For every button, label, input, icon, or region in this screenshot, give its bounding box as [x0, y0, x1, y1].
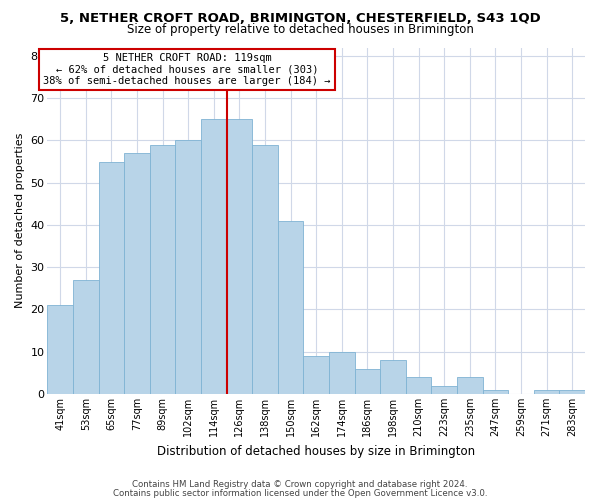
Bar: [355, 368, 380, 394]
Y-axis label: Number of detached properties: Number of detached properties: [15, 133, 25, 308]
Bar: [278, 221, 304, 394]
Bar: [431, 386, 457, 394]
Bar: [175, 140, 201, 394]
Bar: [304, 356, 329, 394]
Text: Size of property relative to detached houses in Brimington: Size of property relative to detached ho…: [127, 22, 473, 36]
Bar: [47, 306, 73, 394]
Bar: [380, 360, 406, 394]
Bar: [150, 144, 175, 394]
Bar: [559, 390, 585, 394]
Text: 5, NETHER CROFT ROAD, BRIMINGTON, CHESTERFIELD, S43 1QD: 5, NETHER CROFT ROAD, BRIMINGTON, CHESTE…: [59, 12, 541, 24]
Bar: [201, 120, 227, 394]
Bar: [482, 390, 508, 394]
Text: Contains HM Land Registry data © Crown copyright and database right 2024.: Contains HM Land Registry data © Crown c…: [132, 480, 468, 489]
X-axis label: Distribution of detached houses by size in Brimington: Distribution of detached houses by size …: [157, 444, 475, 458]
Bar: [329, 352, 355, 394]
Bar: [457, 377, 482, 394]
Text: Contains public sector information licensed under the Open Government Licence v3: Contains public sector information licen…: [113, 488, 487, 498]
Text: 5 NETHER CROFT ROAD: 119sqm
← 62% of detached houses are smaller (303)
38% of se: 5 NETHER CROFT ROAD: 119sqm ← 62% of det…: [43, 52, 331, 86]
Bar: [124, 153, 150, 394]
Bar: [73, 280, 98, 394]
Bar: [227, 120, 252, 394]
Bar: [98, 162, 124, 394]
Bar: [406, 377, 431, 394]
Bar: [252, 144, 278, 394]
Bar: [534, 390, 559, 394]
